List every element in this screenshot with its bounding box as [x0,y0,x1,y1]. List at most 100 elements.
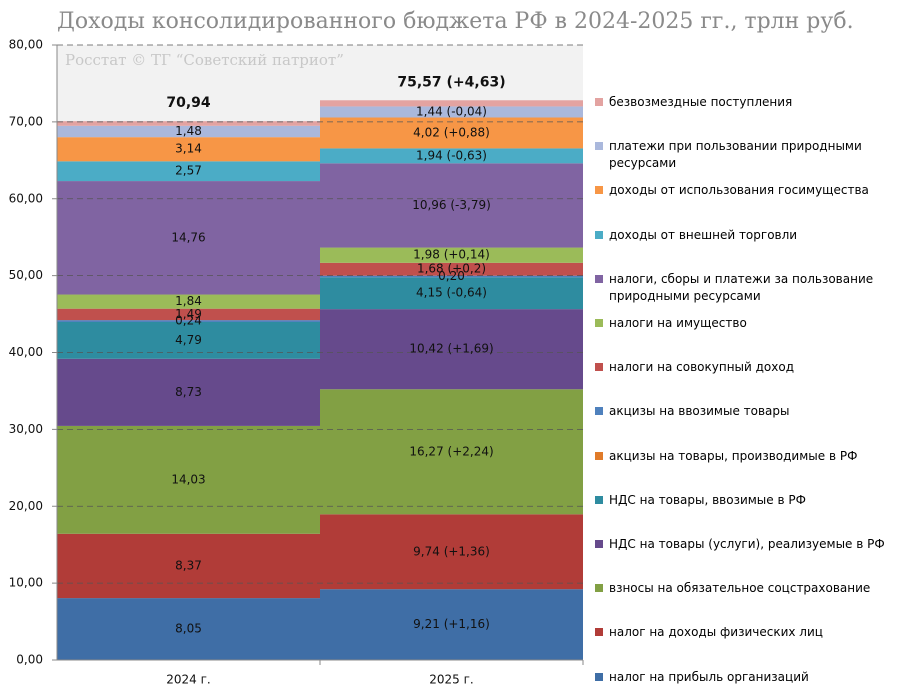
legend-label: доходы от внешней торговли [609,227,798,242]
legend-item: платежи при пользовании природными ресур… [595,138,885,172]
bars [57,100,583,660]
legend-swatch [595,98,603,106]
legend-item: акцизы на ввозимые товары [595,403,885,420]
bar-segment [320,309,583,390]
value-label: 0,24 [175,314,202,328]
x-tick-label: 2025 г. [429,673,473,687]
legend-item: акцизы на товары, производимые в РФ [595,448,885,465]
legend-label: НДС на товары, ввозимые в РФ [609,492,806,507]
bar-segment [320,247,583,263]
legend-swatch [595,628,603,637]
chart-title: Доходы консолидированного бюджета РФ в 2… [57,9,854,34]
bar-segment [320,163,583,248]
bar-segment [320,117,583,149]
value-label: 8,37 [175,558,202,572]
bar-segment [320,389,583,515]
legend-swatch [595,407,603,416]
bar-segment [57,137,320,162]
value-label: 8,05 [175,622,202,636]
legend-item: налог на доходы физических лиц [595,624,885,641]
legend-label: акцизы на товары, производимые в РФ [609,448,858,463]
value-label: 4,02 (+0,88) [413,125,490,139]
legend-label: налоги на имущество [609,316,747,330]
legend-swatch [595,672,603,681]
legend-swatch [595,363,603,372]
y-tick-label: 30,00 [9,422,43,436]
bar-segment [57,294,320,309]
bar-segment [320,275,583,278]
bar-segment [57,358,320,426]
value-label: 1,84 [175,294,202,308]
bar-segment [57,533,320,599]
y-tick-label: 20,00 [9,499,43,513]
bar-segment [57,425,320,534]
legend-label: налоги на совокупный доход [609,360,795,375]
x-tick-label: 2024 г. [166,673,210,687]
legend-swatch [595,451,603,460]
value-label: 16,27 (+2,24) [409,444,493,458]
legend-swatch [595,540,603,548]
value-label: 14,03 [171,472,205,486]
watermark: Росстат © ТГ “Советский патриот” [65,51,344,69]
value-label: 10,42 (+1,69) [409,342,493,356]
legend-label: налог на прибыль организаций [609,669,809,684]
legend-swatch [595,230,603,239]
y-tick-label: 40,00 [9,345,43,359]
bar-segment [57,121,320,126]
value-label: 4,15 (-0,64) [416,286,487,300]
legend-swatch [595,274,603,283]
y-tick-label: 50,00 [9,268,43,282]
value-label: 1,68 (+0,2) [417,262,486,276]
legend-label: платежи при пользовании природными ресур… [609,139,862,171]
bar-segment [320,277,583,310]
legend-label: НДС на товары (услуги), реализуемые в РФ [609,537,885,551]
bar-segment [320,100,583,107]
legend-swatch [595,319,603,327]
value-label: 1,94 (-0,63) [416,148,487,162]
legend-item: НДС на товары, ввозимые в РФ [595,492,885,509]
bar-segment [320,148,583,164]
legend-item: НДС на товары (услуги), реализуемые в РФ [595,536,885,553]
value-label: 9,21 (+1,16) [413,617,490,631]
legend-item: налоги на совокупный доход [595,359,885,376]
value-label: 1,44 (-0,04) [416,104,487,118]
y-tick-label: 10,00 [9,576,43,590]
total-label: 75,57 (+4,63) [397,74,505,90]
bar-segment [320,262,583,276]
value-label: 2,57 [175,164,202,178]
legend-item: взносы на обязательное соцстрахование [595,580,885,597]
value-label: 9,74 (+1,36) [413,544,490,558]
y-tick-label: 70,00 [9,114,43,128]
bar-segment [320,589,583,660]
legend-item: налог на прибыль организаций [595,669,885,686]
legend-label: взносы на обязательное соцстрахование [609,581,871,596]
y-tick-label: 0,00 [16,653,43,667]
value-label: 1,48 [175,124,202,138]
bar-segment [57,598,320,660]
legend-item: налоги на имущество [595,315,885,332]
total-label: 70,94 [166,95,211,111]
legend-swatch [595,584,603,593]
bar-segment [57,125,320,138]
bar-segment [57,320,320,322]
bar-segment [320,106,583,118]
legend-label: налоги, сборы и платежи за пользование п… [609,271,874,303]
legend-swatch [595,495,603,504]
legend-item: доходы от использования госимущества [595,182,885,199]
legend-label: налог на доходы физических лиц [609,625,823,640]
y-tick-label: 60,00 [9,191,43,205]
value-label: 0,20 [438,269,465,283]
legend-swatch [595,142,603,151]
legend-item: безвозмездные поступления [595,94,885,111]
legend-label: акцизы на ввозимые товары [609,404,790,419]
value-label: 10,96 (-3,79) [412,198,491,212]
value-label: 1,49 [175,307,202,321]
value-label: 14,76 [171,230,205,244]
legend-label: безвозмездные поступления [609,95,793,109]
legend-swatch [595,186,603,195]
bar-segment [57,161,320,182]
bar-segment [320,514,583,590]
y-tick-label: 80,00 [9,38,43,52]
